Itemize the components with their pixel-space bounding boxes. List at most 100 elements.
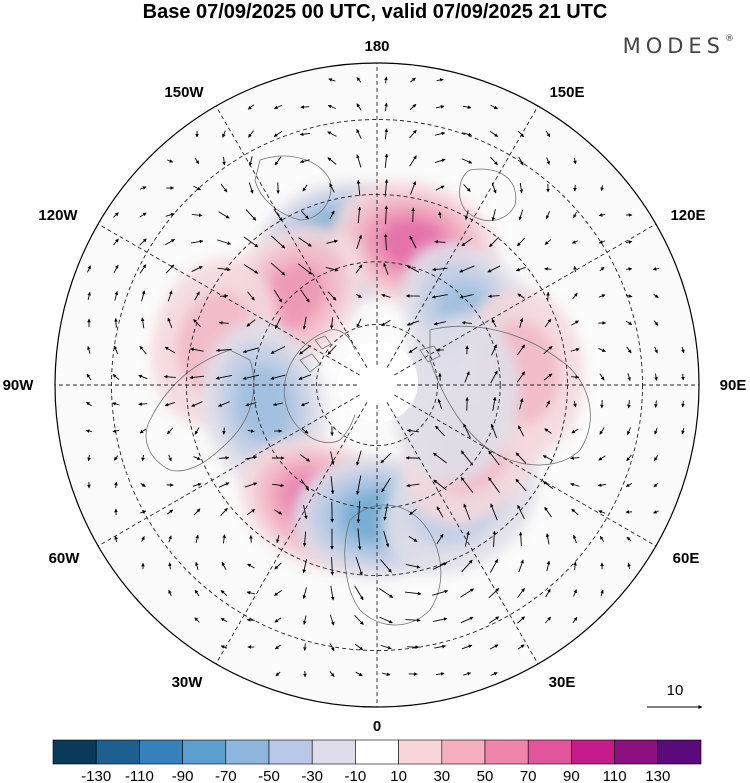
wind-vector-272 (114, 481, 118, 489)
wind-vector-145 (625, 294, 633, 298)
wind-vector-170 (113, 345, 119, 355)
lon-label-30e: 30E (549, 674, 576, 691)
wind-vector-110 (270, 262, 286, 276)
reference-vector-label: 10 (667, 682, 684, 699)
wind-vector-336 (195, 561, 199, 570)
colorbar: -130 -110 -90 -70 -50 -30 -10 10 30 50 70 90 110 130 (52, 739, 702, 783)
wind-vector-71 (329, 210, 335, 220)
wind-vector-173 (190, 347, 204, 352)
colorbar-swatch-12 (571, 739, 615, 765)
wind-vector-263 (460, 450, 474, 466)
wind-vector-87 (217, 239, 232, 245)
wind-vector-134 (327, 291, 337, 301)
wind-vector-132 (273, 289, 283, 303)
wind-vector-162 (491, 318, 497, 328)
wind-vector-53 (356, 179, 361, 196)
wind-vector-214 (218, 401, 230, 407)
wind-vector-266 (542, 455, 554, 461)
colorbar-swatch-3 (182, 739, 227, 765)
meridian-60 (394, 394, 657, 547)
wind-vector-120 (544, 267, 552, 271)
wind-vector-205 (599, 373, 605, 381)
colorbar-swatch-1 (95, 739, 140, 765)
wind-vector-282 (381, 477, 391, 493)
wind-vector-304 (409, 508, 417, 516)
wind-vector-171 (139, 345, 147, 355)
wind-vector-195 (215, 374, 233, 380)
colorbar-swatch-5 (268, 739, 313, 765)
wind-vector-385 (220, 645, 228, 649)
wind-vector-363 (431, 589, 449, 596)
wind-vector-292 (653, 482, 659, 488)
lon-label-90e: 90E (720, 377, 747, 394)
wind-vector-278 (272, 483, 285, 488)
wind-vector-377 (379, 616, 393, 624)
latitude-circle-75 (316, 324, 438, 446)
land-masses (145, 155, 591, 626)
wind-vector-204 (571, 375, 580, 379)
wind-vector-242 (517, 425, 525, 437)
wind-vector-300 (303, 504, 308, 520)
wind-vector-160 (433, 321, 447, 326)
wind-vector-367 (545, 588, 551, 598)
wind-vector-80 (573, 211, 577, 219)
colorbar-swatch-10 (484, 739, 529, 765)
wind-vector-277 (245, 482, 258, 488)
wind-vector-287 (515, 478, 527, 492)
wind-vector-168 (653, 320, 659, 326)
map-title: Base 07/09/2025 00 UTC, valid 07/09/2025… (142, 1, 608, 23)
wind-vector-33 (274, 156, 282, 166)
wind-vector-255 (245, 455, 258, 460)
wind-vector-136 (381, 293, 391, 298)
wind-vector-28 (545, 130, 551, 138)
colorbar-tick-label-12: 110 (603, 768, 627, 783)
lon-label-120e: 120E (670, 207, 705, 224)
wind-vector-8 (327, 104, 337, 110)
wind-vector-114 (383, 262, 389, 275)
wind-vector-59 (519, 182, 524, 194)
wind-vector-103 (87, 265, 91, 273)
wind-vector-280 (330, 476, 335, 495)
wind-vector-236 (301, 428, 309, 434)
lon-label-60w: 60W (49, 550, 81, 567)
wind-vector-99 (544, 239, 552, 245)
wind-vector-143 (572, 292, 578, 300)
wind-vector-122 (599, 266, 605, 272)
wind-vector-352 (627, 562, 631, 569)
wind-vector-66 (191, 213, 203, 218)
wind-vector-234 (247, 429, 255, 433)
wind-vector-79 (545, 210, 550, 220)
wind-vector-126 (114, 291, 119, 301)
wind-vector-210 (112, 402, 120, 406)
wind-vector-241 (490, 423, 498, 439)
wind-vector-284 (433, 479, 447, 491)
wind-vector-269 (626, 454, 632, 462)
wind-vector-337 (221, 561, 227, 570)
wind-vector-185 (570, 347, 580, 352)
wind-vector-231 (166, 427, 174, 435)
wind-vector-240 (463, 423, 471, 439)
wind-vector-364 (460, 588, 474, 598)
wind-vector-206 (627, 373, 631, 382)
colorbar-tick-label-13: 130 (645, 768, 670, 783)
brand-logo: MODES® (623, 34, 734, 58)
wind-vector-339 (274, 562, 282, 570)
wind-vector-30 (194, 157, 200, 165)
wind-vector-401 (381, 672, 391, 676)
wind-vector-349 (546, 560, 551, 572)
wind-vector-4 (436, 78, 444, 82)
wind-vector-382 (517, 616, 525, 624)
wind-vector-232 (194, 427, 200, 435)
wind-vector-51 (302, 184, 308, 192)
wind-vector-247 (654, 427, 658, 435)
wind-vector-394 (461, 644, 473, 650)
wind-vector-77 (491, 209, 496, 222)
wind-vector-275 (192, 482, 202, 487)
wind-vector-229 (112, 429, 120, 433)
wind-vector-116 (432, 267, 448, 272)
colorbar-swatch-4 (225, 739, 270, 765)
wind-vector-124 (652, 267, 660, 271)
wind-vector-111 (297, 263, 313, 275)
wind-vector-249 (87, 454, 91, 462)
wind-vector-36 (356, 154, 362, 168)
